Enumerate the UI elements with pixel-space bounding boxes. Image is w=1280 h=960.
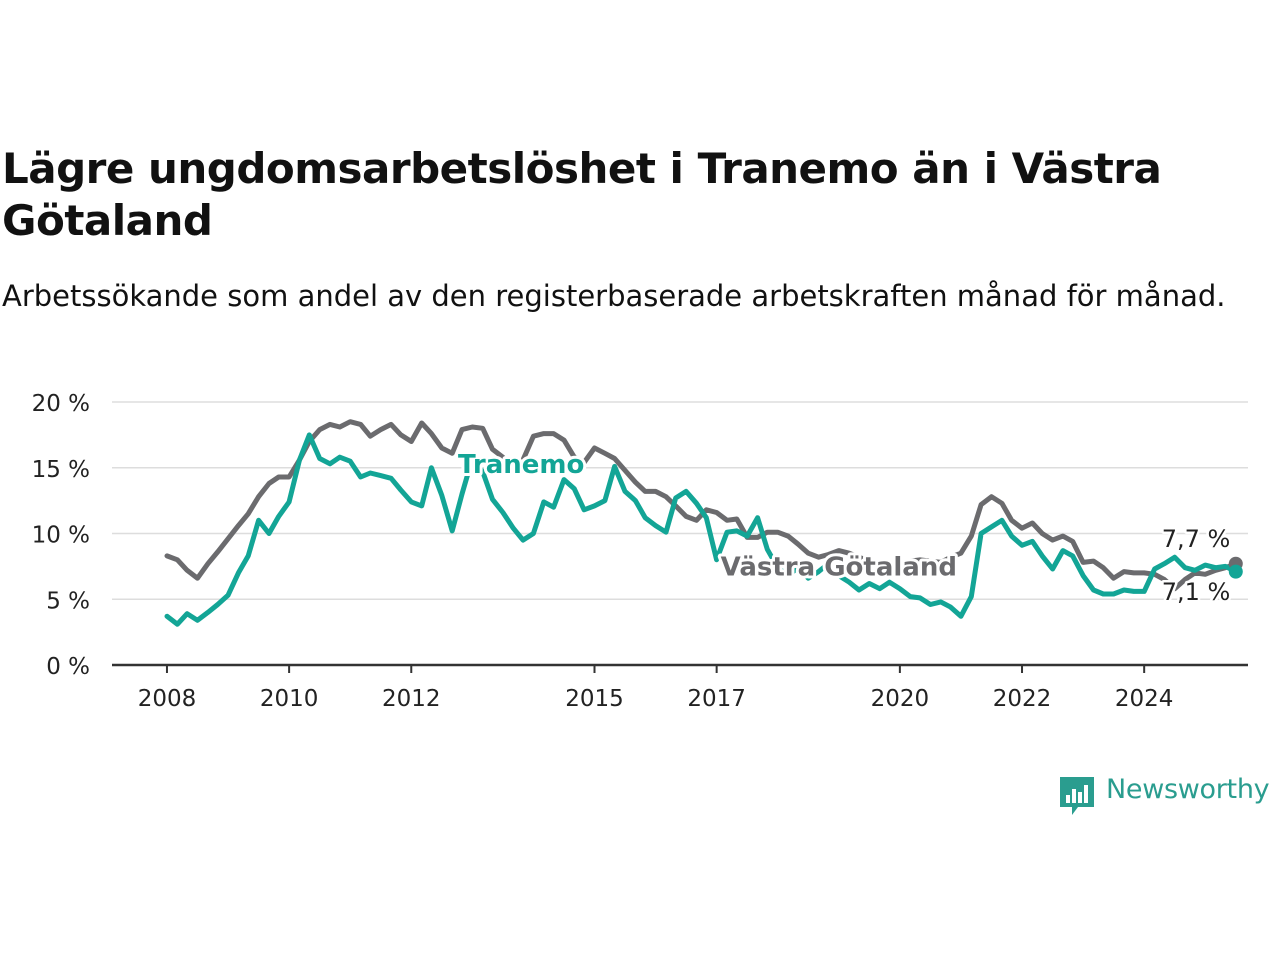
x-tick-label: 2008 (138, 686, 197, 712)
bar-chart-icon (1060, 777, 1094, 815)
x-tick-label: 2024 (1115, 686, 1174, 712)
chart-subtitle: Arbetssökande som andel av den registerb… (2, 279, 1226, 313)
y-tick-label: 15 % (32, 457, 90, 483)
chart-title: Lägre ungdomsarbetslöshet i Tranemo än i… (2, 144, 1162, 245)
y-tick-label: 20 % (32, 391, 90, 417)
series-line (164, 432, 1239, 627)
x-tick-label: 2022 (993, 686, 1052, 712)
grid-lines (112, 401, 1248, 600)
x-tick-label: 2017 (687, 686, 746, 712)
end-point-marker (1228, 564, 1243, 579)
y-axis-tick-labels: 0 % 5 % 10 % 15 % 20 % (32, 391, 90, 680)
end-value-label: 7,7 % (1162, 525, 1231, 553)
series-labels: Västra Götaland Tranemo 7,7 % 7,1 % (455, 447, 1233, 608)
series-line (164, 419, 1239, 592)
line-chart: 0 %5 %10 %15 %20 % 2008 2010 2012 2015 2017 2… (32, 391, 1248, 712)
x-tick-label: 2012 (382, 686, 441, 712)
y-tick-label: 0 % (46, 654, 90, 680)
newsworthy-logo: Newsworthy (1058, 772, 1278, 818)
series-label: Tranemo (458, 450, 584, 480)
x-tick-label: 2020 (871, 686, 930, 712)
series-lines (164, 419, 1243, 627)
x-axis: 2008 2010 2012 2015 2017 2020 2022 2024 (112, 663, 1248, 712)
end-value-label: 7,1 % (1162, 578, 1231, 606)
logo-text: Newsworthy (1106, 774, 1270, 805)
series-label: Västra Götaland (721, 553, 957, 583)
y-tick-label: 5 % (46, 588, 90, 614)
x-tick-label: 2010 (260, 686, 319, 712)
y-tick-label: 10 % (32, 523, 90, 549)
x-tick-label: 2015 (565, 686, 624, 712)
